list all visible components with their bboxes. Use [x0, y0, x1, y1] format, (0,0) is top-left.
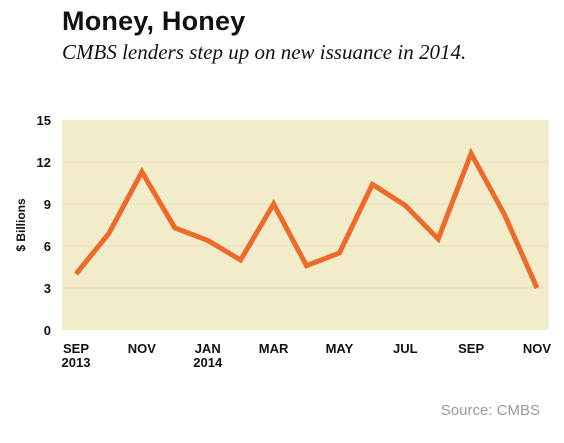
x-tick-label: SEP 2013	[62, 341, 91, 370]
chart-title: Money, Honey	[62, 6, 246, 36]
y-tick-label: 15	[37, 113, 51, 128]
y-tick-label: 0	[44, 323, 51, 338]
y-axis-label: $ Billions	[14, 198, 28, 252]
chart-subtitle: CMBS lenders step up on new issuance in …	[62, 40, 467, 64]
x-tick-label: MAR	[259, 341, 289, 356]
y-tick-label: 9	[44, 197, 51, 212]
x-tick-label: NOV	[523, 341, 552, 356]
x-tick-label: JAN 2014	[193, 341, 223, 370]
x-tick-labels: SEP 2013 NOV JAN 2014 MAR MAY JUL SEP NOV	[62, 341, 552, 370]
x-tick-label: SEP	[458, 341, 484, 356]
y-tick-label: 12	[37, 155, 51, 170]
x-tick-label: NOV	[128, 341, 157, 356]
y-tick-labels: 0 3 6 9 12 15	[37, 113, 51, 338]
y-tick-label: 6	[44, 239, 51, 254]
x-tick-label: JUL	[393, 341, 418, 356]
series-layer	[74, 147, 540, 290]
y-tick-label: 3	[44, 281, 51, 296]
source-note: Source: CMBS	[440, 402, 540, 419]
x-tick-label: MAY	[326, 341, 354, 356]
plot-area	[62, 120, 549, 330]
